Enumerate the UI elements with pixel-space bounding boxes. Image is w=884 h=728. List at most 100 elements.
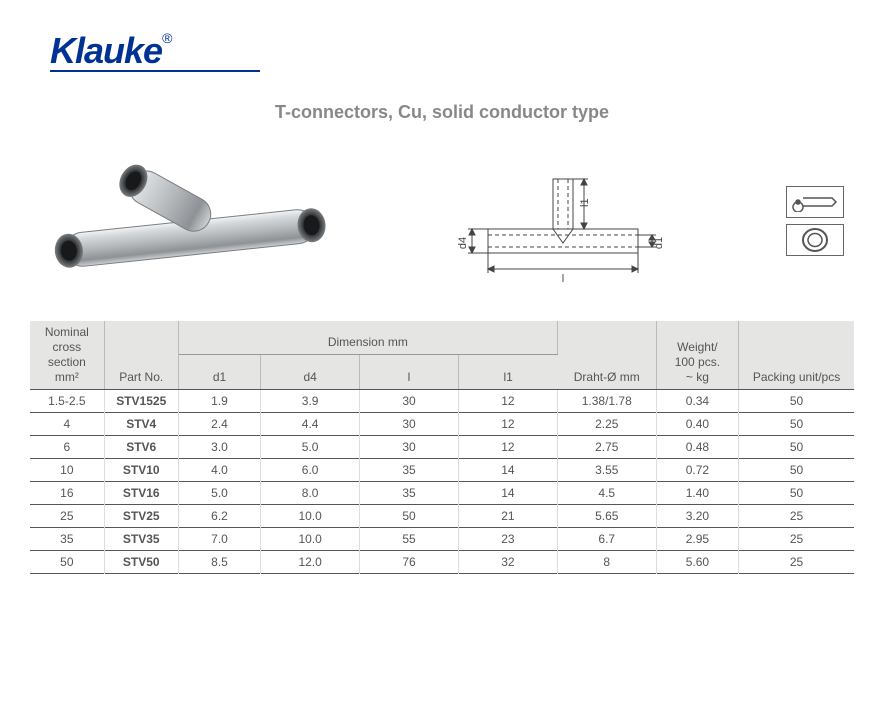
cell-pack: 25 (739, 505, 854, 528)
cell-l: 30 (360, 413, 459, 436)
cell-l: 76 (360, 551, 459, 574)
cell-draht: 4.5 (557, 482, 656, 505)
cell-pack: 25 (739, 528, 854, 551)
cell-d4: 10.0 (261, 505, 360, 528)
cell-ncs: 16 (30, 482, 104, 505)
cell-weight: 5.60 (656, 551, 738, 574)
dim-label-d1: d1 (653, 237, 665, 249)
cell-d4: 6.0 (261, 459, 360, 482)
cell-partno: STV1525 (104, 390, 178, 413)
cell-draht: 8 (557, 551, 656, 574)
cell-d1: 4.0 (178, 459, 260, 482)
th-draht: Draht-Ø mm (557, 321, 656, 390)
cell-d4: 3.9 (261, 390, 360, 413)
cell-ncs: 25 (30, 505, 104, 528)
table-row: 35 STV35 7.0 10.0 55 23 6.7 2.95 25 (30, 528, 854, 551)
cell-draht: 2.75 (557, 436, 656, 459)
table-row: 4 STV4 2.4 4.4 30 12 2.25 0.40 50 (30, 413, 854, 436)
cell-d1: 2.4 (178, 413, 260, 436)
cell-d1: 3.0 (178, 436, 260, 459)
cell-pack: 50 (739, 459, 854, 482)
th-partno: Part No. (104, 321, 178, 390)
cell-d1: 7.0 (178, 528, 260, 551)
cell-l1: 21 (458, 505, 557, 528)
table-row: 25 STV25 6.2 10.0 50 21 5.65 3.20 25 (30, 505, 854, 528)
cell-draht: 6.7 (557, 528, 656, 551)
cell-pack: 50 (739, 482, 854, 505)
cell-pack: 50 (739, 436, 854, 459)
cell-weight: 2.95 (656, 528, 738, 551)
cell-weight: 1.40 (656, 482, 738, 505)
cell-d1: 8.5 (178, 551, 260, 574)
cell-weight: 0.72 (656, 459, 738, 482)
cell-partno: STV50 (104, 551, 178, 574)
cell-draht: 5.65 (557, 505, 656, 528)
th-nominal: Nominal cross section mm² (30, 321, 104, 390)
cell-l: 30 (360, 436, 459, 459)
cell-d4: 4.4 (261, 413, 360, 436)
cell-weight: 0.48 (656, 436, 738, 459)
lug-icon (786, 186, 844, 218)
cell-l1: 14 (458, 482, 557, 505)
cell-draht: 1.38/1.78 (557, 390, 656, 413)
table-row: 50 STV50 8.5 12.0 76 32 8 5.60 25 (30, 551, 854, 574)
table-row: 16 STV16 5.0 8.0 35 14 4.5 1.40 50 (30, 482, 854, 505)
th-d4: d4 (261, 355, 360, 390)
cell-d4: 5.0 (261, 436, 360, 459)
spec-table: Nominal cross section mm² Part No. Dimen… (30, 321, 854, 574)
cell-l: 30 (360, 390, 459, 413)
dim-label-l1: l1 (579, 198, 591, 207)
cell-partno: STV16 (104, 482, 178, 505)
cell-l: 35 (360, 459, 459, 482)
cell-ncs: 35 (30, 528, 104, 551)
cell-weight: 0.34 (656, 390, 738, 413)
technical-diagram: l l1 d4 d1 (448, 151, 678, 291)
cell-l: 50 (360, 505, 459, 528)
cell-draht: 3.55 (557, 459, 656, 482)
cell-d4: 8.0 (261, 482, 360, 505)
cell-weight: 0.40 (656, 413, 738, 436)
cell-l: 35 (360, 482, 459, 505)
dim-label-l: l (562, 273, 564, 285)
image-row: l l1 d4 d1 (30, 141, 854, 301)
cell-pack: 25 (739, 551, 854, 574)
cell-ncs: 6 (30, 436, 104, 459)
dim-label-d4: d4 (457, 237, 469, 249)
cell-ncs: 10 (30, 459, 104, 482)
cell-pack: 50 (739, 390, 854, 413)
cell-l: 55 (360, 528, 459, 551)
cell-weight: 3.20 (656, 505, 738, 528)
cell-partno: STV25 (104, 505, 178, 528)
cell-ncs: 50 (30, 551, 104, 574)
cell-d1: 6.2 (178, 505, 260, 528)
cell-l1: 14 (458, 459, 557, 482)
cell-l1: 12 (458, 436, 557, 459)
cell-ncs: 1.5-2.5 (30, 390, 104, 413)
cell-partno: STV10 (104, 459, 178, 482)
cell-ncs: 4 (30, 413, 104, 436)
cell-partno: STV35 (104, 528, 178, 551)
cell-l1: 12 (458, 413, 557, 436)
th-dim-group: Dimension mm (178, 321, 557, 355)
table-row: 6 STV6 3.0 5.0 30 12 2.75 0.48 50 (30, 436, 854, 459)
cell-draht: 2.25 (557, 413, 656, 436)
cell-d4: 10.0 (261, 528, 360, 551)
cell-d4: 12.0 (261, 551, 360, 574)
product-render (40, 141, 340, 301)
cell-d1: 5.0 (178, 482, 260, 505)
table-row: 10 STV10 4.0 6.0 35 14 3.55 0.72 50 (30, 459, 854, 482)
table-row: 1.5-2.5 STV1525 1.9 3.9 30 12 1.38/1.78 … (30, 390, 854, 413)
cell-pack: 50 (739, 413, 854, 436)
cell-l1: 23 (458, 528, 557, 551)
brand-logo: Klauke® (50, 30, 854, 72)
ring-icon (786, 224, 844, 256)
th-packing: Packing unit/pcs (739, 321, 854, 390)
th-l1: l1 (458, 355, 557, 390)
cell-l1: 12 (458, 390, 557, 413)
th-l: l (360, 355, 459, 390)
type-icons (786, 186, 844, 256)
brand-text: Klauke® (50, 30, 171, 71)
cell-d1: 1.9 (178, 390, 260, 413)
cell-partno: STV6 (104, 436, 178, 459)
th-weight: Weight/ 100 pcs. ~ kg (656, 321, 738, 390)
